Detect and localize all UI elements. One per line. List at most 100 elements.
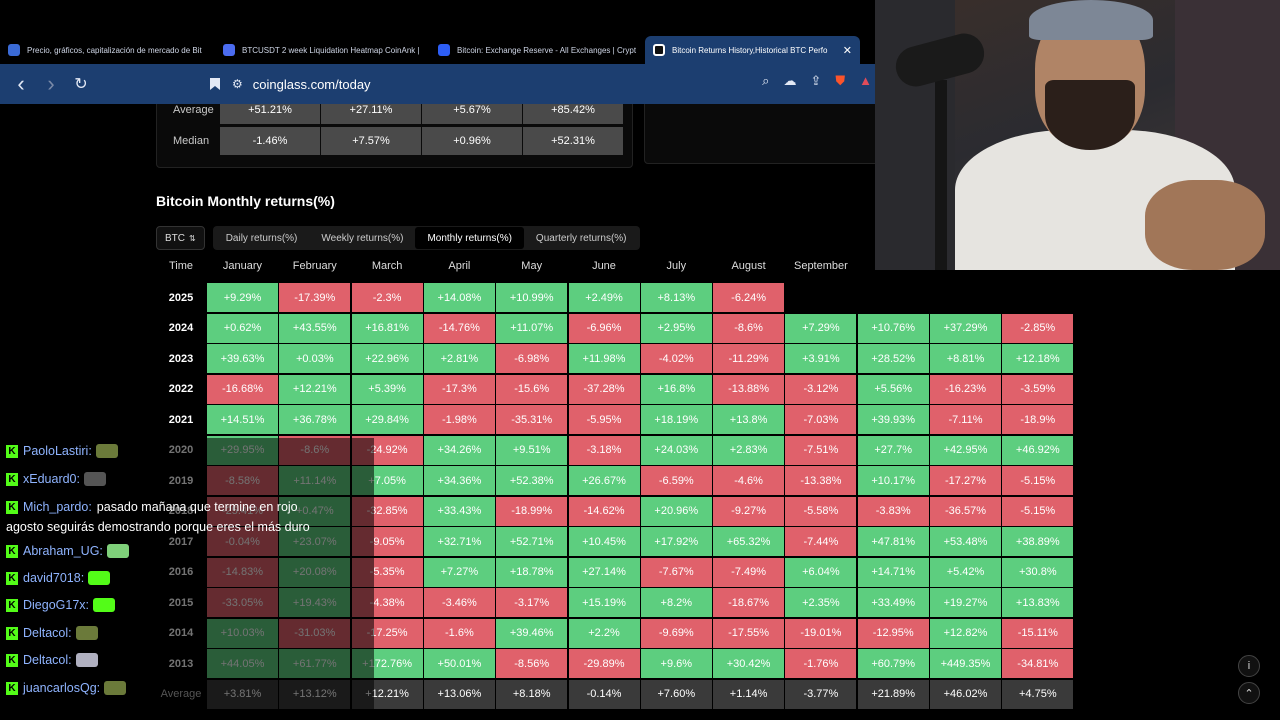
column-header-time: Time [168,260,194,272]
return-cell: +2.95% [640,313,712,343]
chat-username[interactable]: Mich_pardo: [23,500,92,514]
browser-tab[interactable]: Precio, gráficos, capitalización de merc… [0,36,215,64]
browser-tab[interactable]: BTCUSDT 2 week Liquidation Heatmap CoinA… [215,36,430,64]
bookmark-icon[interactable] [202,71,228,97]
column-header-month: April [448,260,471,272]
share-icon[interactable]: ⇪ [810,73,822,88]
return-cell: +17.92% [640,527,712,556]
return-cell: +12.18% [1002,344,1074,373]
return-cell: +3.91% [785,344,857,373]
chat-username[interactable]: PaoloLastiri: [23,444,92,458]
row-year: 2023 [168,352,194,365]
rewards-icon[interactable]: ▲ [859,73,872,88]
return-cell: -3.59% [1002,374,1074,404]
summary-row-median: Median -1.46% +7.57% +0.96% +52.31% [157,126,623,156]
reload-button[interactable]: ↻ [74,76,88,93]
back-button[interactable]: ‹ [17,71,25,96]
emote-icon [75,626,98,640]
return-cell: -3.12% [785,374,857,404]
return-cell: -5.15% [1002,496,1074,526]
return-cell: -5.58% [785,496,857,526]
return-cell: +13.83% [1002,588,1074,617]
column-header-month: May [521,260,543,272]
return-cell: -29.89% [568,649,640,678]
return-cell: -8.6% [713,313,785,343]
return-cell: -11.29% [713,344,785,373]
asset-select[interactable]: BTC ⇅ [156,226,205,250]
return-cell: -6.59% [640,466,712,495]
returns-tab[interactable]: Monthly returns(%) [415,227,524,249]
forward-button[interactable]: › [47,71,55,96]
return-cell: -3.46% [423,588,495,617]
cloud-icon[interactable]: ☁ [783,73,797,88]
chat-username[interactable]: juancarlosQg: [23,681,101,695]
return-cell: -6.98% [496,344,568,373]
kick-badge-icon: K [6,472,18,486]
site-info-icon[interactable]: ⚙ [232,77,243,91]
return-cell: +9.29% [207,283,278,312]
return-cell: -5.15% [1002,466,1074,495]
summary-cell: +7.57% [321,127,421,155]
return-cell: +10.99% [496,283,568,312]
average-cell: -0.14% [568,679,640,709]
return-cell: +449.35% [930,649,1001,678]
return-cell: +2.49% [568,283,640,312]
return-cell: +65.32% [713,527,785,556]
chat-username[interactable]: Deltacol: [23,626,72,640]
return-cell: +30.42% [713,649,785,678]
return-cell: +9.51% [496,435,568,465]
return-cell: -17.39% [279,283,351,312]
returns-tab[interactable]: Weekly returns(%) [321,232,404,244]
chat-username[interactable]: Deltacol: [23,653,72,667]
browser-tab[interactable]: Bitcoin: Exchange Reserve - All Exchange… [430,36,645,64]
chat-message: K PaoloLastiri: [6,444,118,458]
summary-cell: +85.42% [523,104,623,124]
favicon-icon [438,44,450,56]
kick-badge-icon: K [6,544,18,558]
scroll-top-button[interactable]: ⌃ [1238,682,1260,704]
return-cell: -2.3% [351,283,423,312]
returns-tab[interactable]: Quarterly returns(%) [535,232,627,244]
column-header-month: August [731,260,766,272]
summary-cell: +0.96% [422,127,522,155]
return-cell: +10.76% [857,313,929,343]
return-cell: -36.57% [930,496,1001,526]
return-cell: +8.13% [640,283,712,312]
return-cell: -6.24% [713,283,785,312]
browser-tab-strip: Precio, gráficos, capitalización de merc… [0,0,875,68]
chat-username[interactable]: Abraham_UG: [23,544,103,558]
emote-icon [88,571,111,585]
close-icon[interactable]: ✕ [842,44,852,57]
return-cell: +14.08% [423,283,495,312]
kick-badge-icon: K [6,626,18,640]
brave-shield-icon[interactable]: ⛊ [835,73,846,88]
return-cell: +24.03% [640,435,712,465]
summary-cell: -1.46% [220,127,320,155]
return-cell: +18.19% [640,405,712,434]
return-cell: +39.93% [857,405,929,434]
return-cell: +12.82% [930,618,1001,648]
return-cell: -9.69% [640,618,712,648]
browser-tab[interactable]: Bitcoin Returns History,Historical BTC P… [645,36,860,64]
zoom-icon[interactable]: ⌕ [762,73,770,88]
return-cell: +28.52% [857,344,929,373]
chat-username[interactable]: xEduard0: [23,472,80,486]
return-cell: +2.83% [713,435,785,465]
info-button[interactable]: i [1238,655,1260,677]
return-cell: +38.89% [1002,527,1074,556]
return-cell: -3.83% [857,496,929,526]
chat-message: K DiegoG17x: [6,598,116,612]
chat-username[interactable]: DiegoG17x: [23,598,90,612]
return-cell: +10.45% [568,527,640,556]
tab-title: Bitcoin Returns History,Historical BTC P… [672,45,828,55]
address-bar[interactable]: ⚙ coinglass.com/today ⌕ ☁ ⇪ ⛊ ▲ [232,70,872,98]
return-cell: +43.55% [279,313,351,343]
return-cell: +47.81% [857,527,929,556]
returns-tab[interactable]: Daily returns(%) [225,232,298,244]
row-year: 2021 [168,413,194,426]
return-cell: +50.01% [423,649,495,678]
chat-username[interactable]: david7018: [23,571,85,585]
